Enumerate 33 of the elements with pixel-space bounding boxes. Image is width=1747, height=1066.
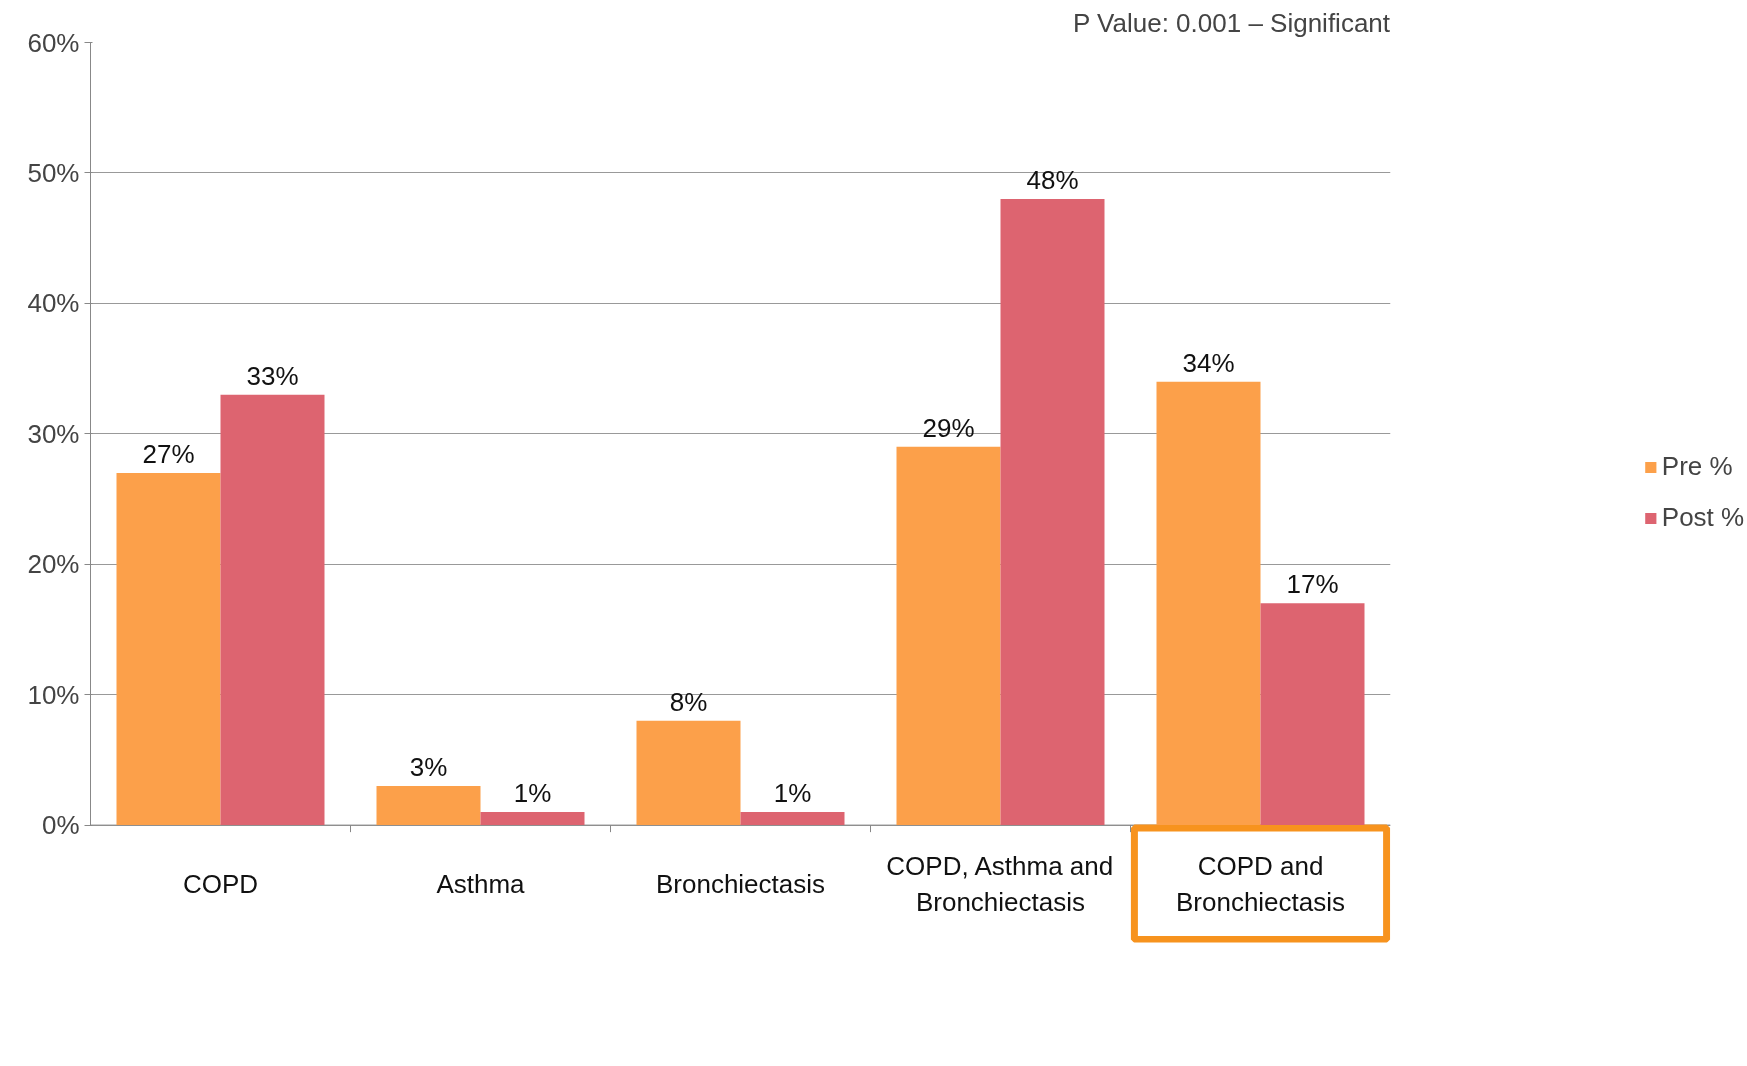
data-label: 34%: [1182, 347, 1235, 378]
data-label: 1%: [513, 778, 552, 809]
x-tick-label: Asthma: [436, 868, 526, 899]
y-tick-label: 30%: [27, 418, 80, 449]
y-tick-label: 40%: [27, 288, 80, 319]
x-tick-label: COPD: [182, 868, 259, 899]
data-label: 3%: [409, 751, 448, 782]
bar: [896, 446, 1001, 826]
legend-label: Post %: [1661, 502, 1745, 533]
x-tick-label: COPD and Bronchiectasis: [1175, 850, 1346, 917]
data-label: 8%: [669, 686, 708, 717]
data-label: 33%: [246, 360, 299, 391]
legend-label: Pre %: [1661, 451, 1733, 482]
data-label: 29%: [922, 412, 975, 443]
y-tick-label: 60%: [27, 27, 80, 58]
data-label: 48%: [1026, 165, 1079, 196]
y-tick-label: 0%: [41, 810, 80, 841]
bar: [220, 394, 325, 826]
bar: [480, 812, 585, 826]
text: P Value: 0.001 – Significant: [1072, 7, 1391, 38]
bar: [740, 812, 845, 826]
x-tick-label: COPD, Asthma and Bronchiectasis: [886, 850, 1114, 917]
data-label: 1%: [773, 778, 812, 809]
data-label: 27%: [142, 438, 195, 469]
bar: [116, 472, 221, 826]
bar: [376, 785, 481, 826]
y-tick-label: 10%: [27, 679, 80, 710]
bar: [1000, 199, 1105, 826]
bar: [636, 720, 741, 826]
y-tick-label: 50%: [27, 157, 80, 188]
y-tick-label: 20%: [27, 549, 80, 580]
data-label: 17%: [1286, 569, 1339, 600]
x-tick-label: Bronchiectasis: [655, 868, 826, 899]
